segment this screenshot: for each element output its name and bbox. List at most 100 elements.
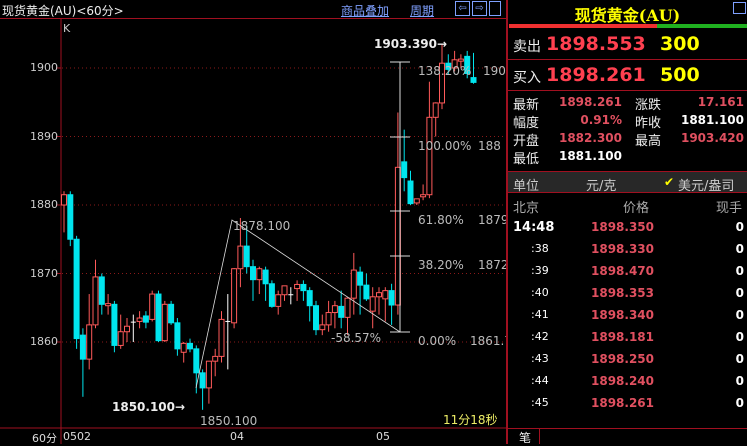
tick-row: 14:48 1898.350 0: [508, 218, 747, 238]
stat-value: 1882.300: [558, 131, 622, 145]
candle-up: [281, 285, 288, 296]
tick-time: :39: [531, 264, 549, 277]
candle-up: [294, 283, 301, 290]
y-tick-label: 1860: [30, 335, 58, 348]
x-label: 04: [230, 430, 244, 443]
candle-down: [363, 284, 370, 300]
tab-divider: [540, 428, 747, 429]
tab-ticks[interactable]: 笔: [508, 428, 540, 445]
stat-value: 1903.420: [680, 131, 744, 145]
candle-down: [243, 245, 250, 268]
candle-up: [457, 58, 464, 62]
candle-up: [413, 198, 420, 204]
unit-cny-option[interactable]: 元/克: [586, 179, 617, 194]
x-label: 0502: [63, 430, 91, 443]
candle-up: [376, 292, 382, 298]
tick-price: 1898.261: [591, 396, 655, 410]
candle-down: [388, 290, 395, 306]
stat-label: 最新: [513, 98, 540, 113]
fib-pct: 0.00%: [418, 334, 457, 348]
unit-usd-option[interactable]: 美元/盎司: [678, 179, 735, 194]
candle-down: [142, 315, 149, 323]
buy-label: 买入: [513, 70, 541, 86]
high-annotation: 1903.390→: [374, 37, 448, 51]
buy-ratio-bar: [657, 24, 747, 28]
candle-up: [205, 360, 212, 389]
candle-down: [470, 77, 477, 83]
tick-price: 1898.340: [591, 308, 655, 322]
candle-up: [275, 294, 282, 307]
tick-row: :41 1898.340 0: [508, 306, 747, 326]
layout-icon[interactable]: [489, 1, 501, 16]
sell-price: 1898.553: [546, 33, 646, 55]
fib-pct: 38.20%: [418, 258, 464, 272]
stat-label: 开盘: [513, 134, 540, 149]
candlestick-chart[interactable]: [0, 0, 506, 444]
tick-time: :40: [531, 286, 549, 299]
tick-row: :39 1898.470 0: [508, 262, 747, 282]
high-annotation-value: 1903.390: [374, 37, 438, 51]
tick-row: :40 1898.353 0: [508, 284, 747, 304]
fib-price: 1900: [483, 64, 506, 78]
candle-up: [124, 325, 130, 333]
candle-up: [117, 331, 124, 346]
x-label: 05: [376, 430, 390, 443]
col-price: 价格: [623, 201, 650, 216]
candle-up: [426, 116, 433, 196]
stat-label: 最低: [513, 152, 540, 167]
arrow-left-icon[interactable]: ⇦: [455, 1, 470, 16]
tick-price: 1898.353: [591, 286, 655, 300]
buy-price: 1898.261: [546, 64, 646, 86]
overlay-link[interactable]: 商品叠加: [341, 4, 390, 18]
candle-down: [199, 372, 206, 389]
tick-row: :45 1898.261 0: [508, 394, 747, 414]
retrace-label: -58.57%: [331, 331, 382, 345]
stat-value: 1881.100: [680, 113, 744, 127]
candle-down: [338, 305, 345, 318]
stat-value: 1881.100: [558, 149, 622, 163]
candle-up: [382, 290, 389, 300]
sell-row: 卖出 1898.553 300: [508, 30, 747, 60]
candle-up: [331, 305, 338, 314]
candle-down: [187, 342, 193, 350]
fib-pct: 61.80%: [418, 213, 464, 227]
candle-down: [268, 283, 275, 307]
fib-price: 1861.7: [470, 334, 506, 348]
sell-ratio-bar: [509, 24, 657, 28]
maximize-icon[interactable]: [733, 2, 746, 14]
tick-time: :43: [531, 352, 549, 365]
candle-down: [168, 303, 175, 324]
candle-up: [325, 312, 332, 326]
tick-time: :38: [531, 242, 549, 255]
candle-up: [86, 324, 93, 360]
period-link[interactable]: 周期: [410, 4, 435, 18]
stat-value: 17.161: [697, 95, 744, 109]
candle-up: [212, 355, 219, 362]
tab-ticks-label: 笔: [519, 431, 532, 445]
candle-up: [180, 342, 187, 353]
tick-volume: 0: [735, 396, 744, 410]
candle-down: [407, 180, 414, 205]
candle-up: [451, 59, 458, 69]
tick-volume: 0: [735, 242, 744, 256]
candle-down: [73, 238, 80, 340]
stat-label: 昨收: [635, 116, 662, 131]
candle-down: [174, 322, 181, 350]
candle-down: [111, 303, 118, 346]
stat-value: 1898.261: [558, 95, 622, 109]
candle-up: [92, 276, 99, 326]
candle-up: [256, 268, 263, 281]
tick-row: :44 1898.240 0: [508, 372, 747, 392]
tick-volume: 0: [735, 286, 744, 300]
candle-down: [445, 62, 452, 70]
y-tick-label: 1900: [30, 61, 58, 74]
indicator-label: K: [63, 22, 71, 35]
stat-label: 幅度: [513, 116, 540, 131]
candle-up: [344, 297, 351, 318]
tick-price: 1898.350: [591, 220, 655, 234]
candle-up: [136, 317, 143, 322]
tick-price: 1898.181: [591, 330, 655, 344]
arrow-right-icon[interactable]: ⇨: [472, 1, 487, 16]
candle-down: [262, 269, 269, 285]
fib-price: 188: [478, 139, 501, 153]
